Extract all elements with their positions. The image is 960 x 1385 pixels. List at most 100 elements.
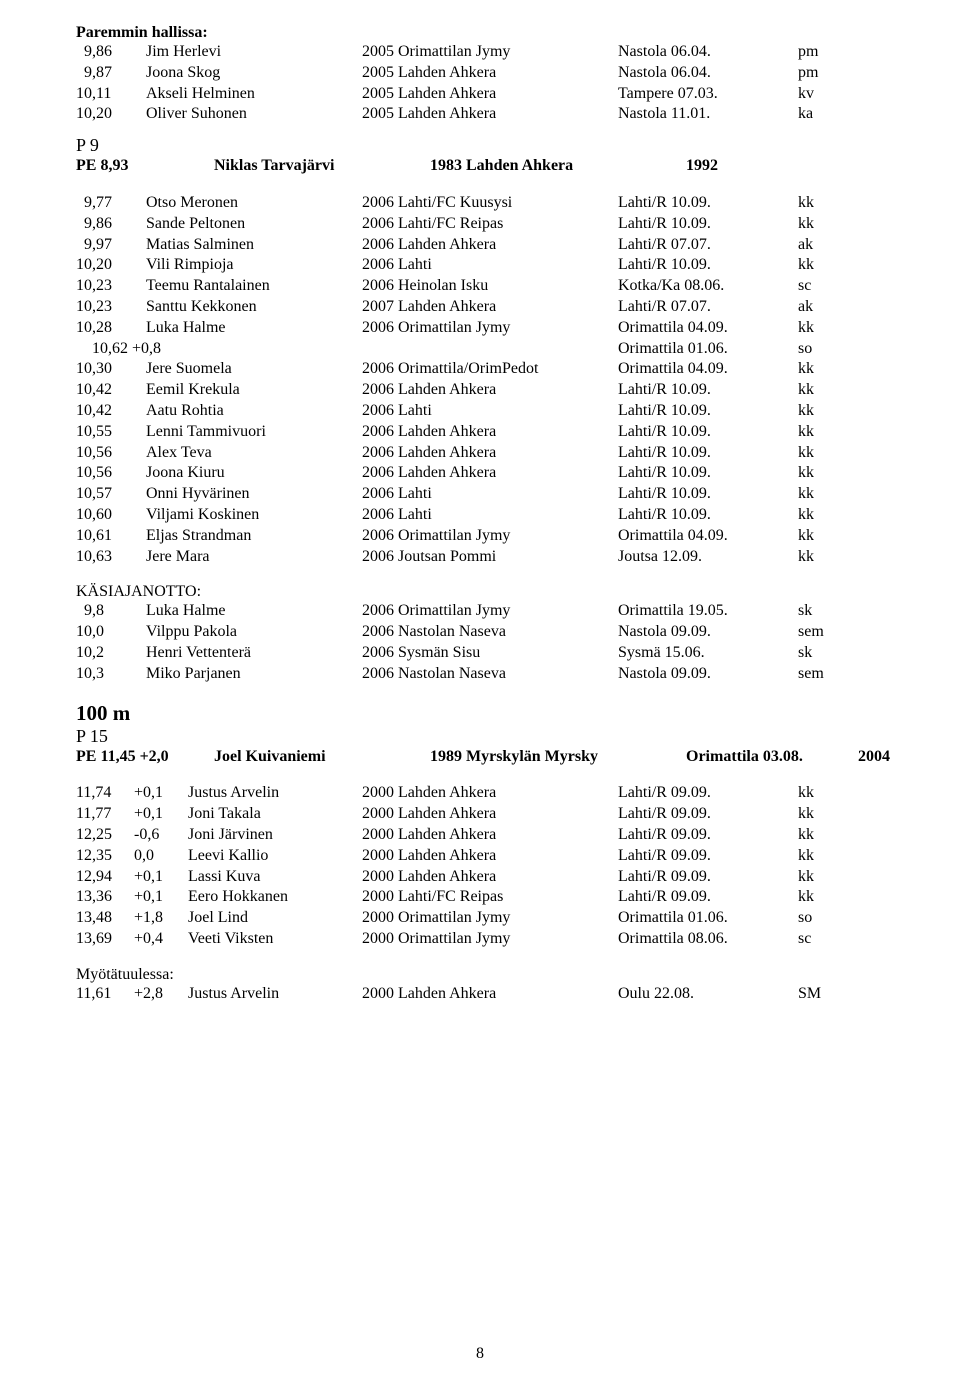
col-time: 10,61: [76, 526, 146, 547]
col-tag: sk: [798, 601, 830, 622]
col-club: 2006 Orimattilan Jymy: [362, 601, 618, 622]
p9-rows: 9,77Otso Meronen2006 Lahti/FC KuusysiLah…: [76, 193, 890, 567]
col-place: Lahti/R 10.09.: [618, 193, 798, 214]
table-row: 10,3Miko Parjanen2006 Nastolan NasevaNas…: [76, 664, 890, 685]
col-name: Vili Rimpioja: [146, 255, 362, 276]
myota-title: Myötätuulessa:: [76, 966, 890, 984]
col-name: Luka Halme: [146, 601, 362, 622]
myota-rows: 11,61+2,8Justus Arvelin2000 Lahden Ahker…: [76, 984, 890, 1005]
col-place: Oulu 22.08.: [618, 984, 798, 1005]
col-name: Justus Arvelin: [188, 783, 362, 804]
col-club: 2000 Lahden Ahkera: [362, 825, 618, 846]
paremmin-title: Paremmin hallissa:: [76, 24, 890, 42]
col-place: Lahti/R 10.09.: [618, 463, 798, 484]
col-time: 9,77: [76, 193, 146, 214]
col-tag: sk: [798, 643, 830, 664]
col-tag: kk: [798, 783, 830, 804]
col-name: Veeti Viksten: [188, 929, 362, 950]
col-name: Henri Vettenterä: [146, 643, 362, 664]
col-tag: kk: [798, 401, 830, 422]
col-tag: sem: [798, 664, 830, 685]
col-time: 10,23: [76, 276, 146, 297]
col-club: 2006 Orimattilan Jymy: [362, 526, 618, 547]
table-row: 10,55Lenni Tammivuori2006 Lahden AhkeraL…: [76, 422, 890, 443]
col-time: 10,28: [76, 318, 146, 339]
table-row: 13,48+1,8Joel Lind2000 Orimattilan JymyO…: [76, 908, 890, 929]
col-tag: sem: [798, 622, 830, 643]
col-place: Orimattila 19.05.: [618, 601, 798, 622]
table-row: 9,8Luka Halme2006 Orimattilan JymyOrimat…: [76, 601, 890, 622]
col-club: 2000 Lahden Ahkera: [362, 867, 618, 888]
col-tag: kk: [798, 846, 830, 867]
col-place: Lahti/R 09.09.: [618, 804, 798, 825]
col-time: 10,62 +0,8: [76, 339, 214, 360]
col-place: Kotka/Ka 08.06.: [618, 276, 798, 297]
col-time: 10,20: [76, 255, 146, 276]
col-tag: pm: [798, 42, 830, 63]
col-name: Jere Mara: [146, 547, 362, 568]
table-row: 10,57Onni Hyvärinen2006 LahtiLahti/R 10.…: [76, 484, 890, 505]
col-name: Joel Lind: [188, 908, 362, 929]
table-row: 10,20Vili Rimpioja2006 LahtiLahti/R 10.0…: [76, 255, 890, 276]
table-row: 10,56Joona Kiuru2006 Lahden AhkeraLahti/…: [76, 463, 890, 484]
col-club: 2000 Lahden Ahkera: [362, 846, 618, 867]
col-time: 10,3: [76, 664, 146, 685]
col-club: 2006 Lahti: [362, 484, 618, 505]
col-time: 10,42: [76, 401, 146, 422]
m100-title: 100 m: [76, 701, 890, 726]
col-club: 2006 Nastolan Naseva: [362, 622, 618, 643]
col-club: 2006 Lahti/FC Reipas: [362, 214, 618, 235]
table-row: 10,11 Akseli Helminen 2005 Lahden Ahkera…: [76, 84, 890, 105]
col-tag: sc: [798, 276, 830, 297]
m100-sub: P 15: [76, 726, 890, 747]
col-name: Onni Hyvärinen: [146, 484, 362, 505]
col-time: 11,61: [76, 984, 134, 1005]
kasi-rows: 9,8Luka Halme2006 Orimattilan JymyOrimat…: [76, 601, 890, 684]
col-name: Teemu Rantalainen: [146, 276, 362, 297]
col-tag: kk: [798, 867, 830, 888]
col-name: Lenni Tammivuori: [146, 422, 362, 443]
col-club: 2006 Lahden Ahkera: [362, 422, 618, 443]
pe-row-100: PE 11,45 +2,0 Joel Kuivaniemi 1989 Myrsk…: [76, 747, 890, 768]
table-row: 10,60Viljami Koskinen2006 LahtiLahti/R 1…: [76, 505, 890, 526]
col-name: Jere Suomela: [146, 359, 362, 380]
table-row: 10,0Vilppu Pakola2006 Nastolan NasevaNas…: [76, 622, 890, 643]
col-time: 13,48: [76, 908, 134, 929]
col-name: Sande Peltonen: [146, 214, 362, 235]
col-place: Orimattila 04.09.: [618, 526, 798, 547]
col-place: Lahti/R 10.09.: [618, 255, 798, 276]
col-tag: kk: [798, 443, 830, 464]
col-club: 2006 Lahti: [362, 255, 618, 276]
col-tag: kk: [798, 214, 830, 235]
col-time: 9,8: [76, 601, 146, 622]
col-time: 10,60: [76, 505, 146, 526]
col-place: Lahti/R 09.09.: [618, 846, 798, 867]
col-time: 11,77: [76, 804, 134, 825]
col-place: Lahti/R 07.07.: [618, 297, 798, 318]
table-row: 10,62 +0,8Orimattila 01.06.so: [76, 339, 890, 360]
col-place: Nastola 09.09.: [618, 664, 798, 685]
col-name: Eemil Krekula: [146, 380, 362, 401]
col-club: 2006 Lahden Ahkera: [362, 380, 618, 401]
col-wind: +2,8: [134, 984, 188, 1005]
col-wind: +0,1: [134, 783, 188, 804]
col-name: Leevi Kallio: [188, 846, 362, 867]
table-row: 11,74+0,1Justus Arvelin2000 Lahden Ahker…: [76, 783, 890, 804]
col-time: 10,0: [76, 622, 146, 643]
col-tag: kk: [798, 380, 830, 401]
col-tag: ak: [798, 297, 830, 318]
col-time: 10,23: [76, 297, 146, 318]
col-name: Miko Parjanen: [146, 664, 362, 685]
kasi-title: KÄSIAJANOTTO:: [76, 583, 890, 601]
col-place: Orimattila 08.06.: [618, 929, 798, 950]
col-name: Alex Teva: [146, 443, 362, 464]
col-name: Luka Halme: [146, 318, 362, 339]
col-tag: kk: [798, 825, 830, 846]
col-place: Nastola 09.09.: [618, 622, 798, 643]
col-name: Matias Salminen: [146, 235, 362, 256]
col-club: 2006 Lahden Ahkera: [362, 463, 618, 484]
col-name: Eljas Strandman: [146, 526, 362, 547]
table-row: 10,28Luka Halme2006 Orimattilan JymyOrim…: [76, 318, 890, 339]
col-name: Otso Meronen: [146, 193, 362, 214]
col-wind: -0,6: [134, 825, 188, 846]
